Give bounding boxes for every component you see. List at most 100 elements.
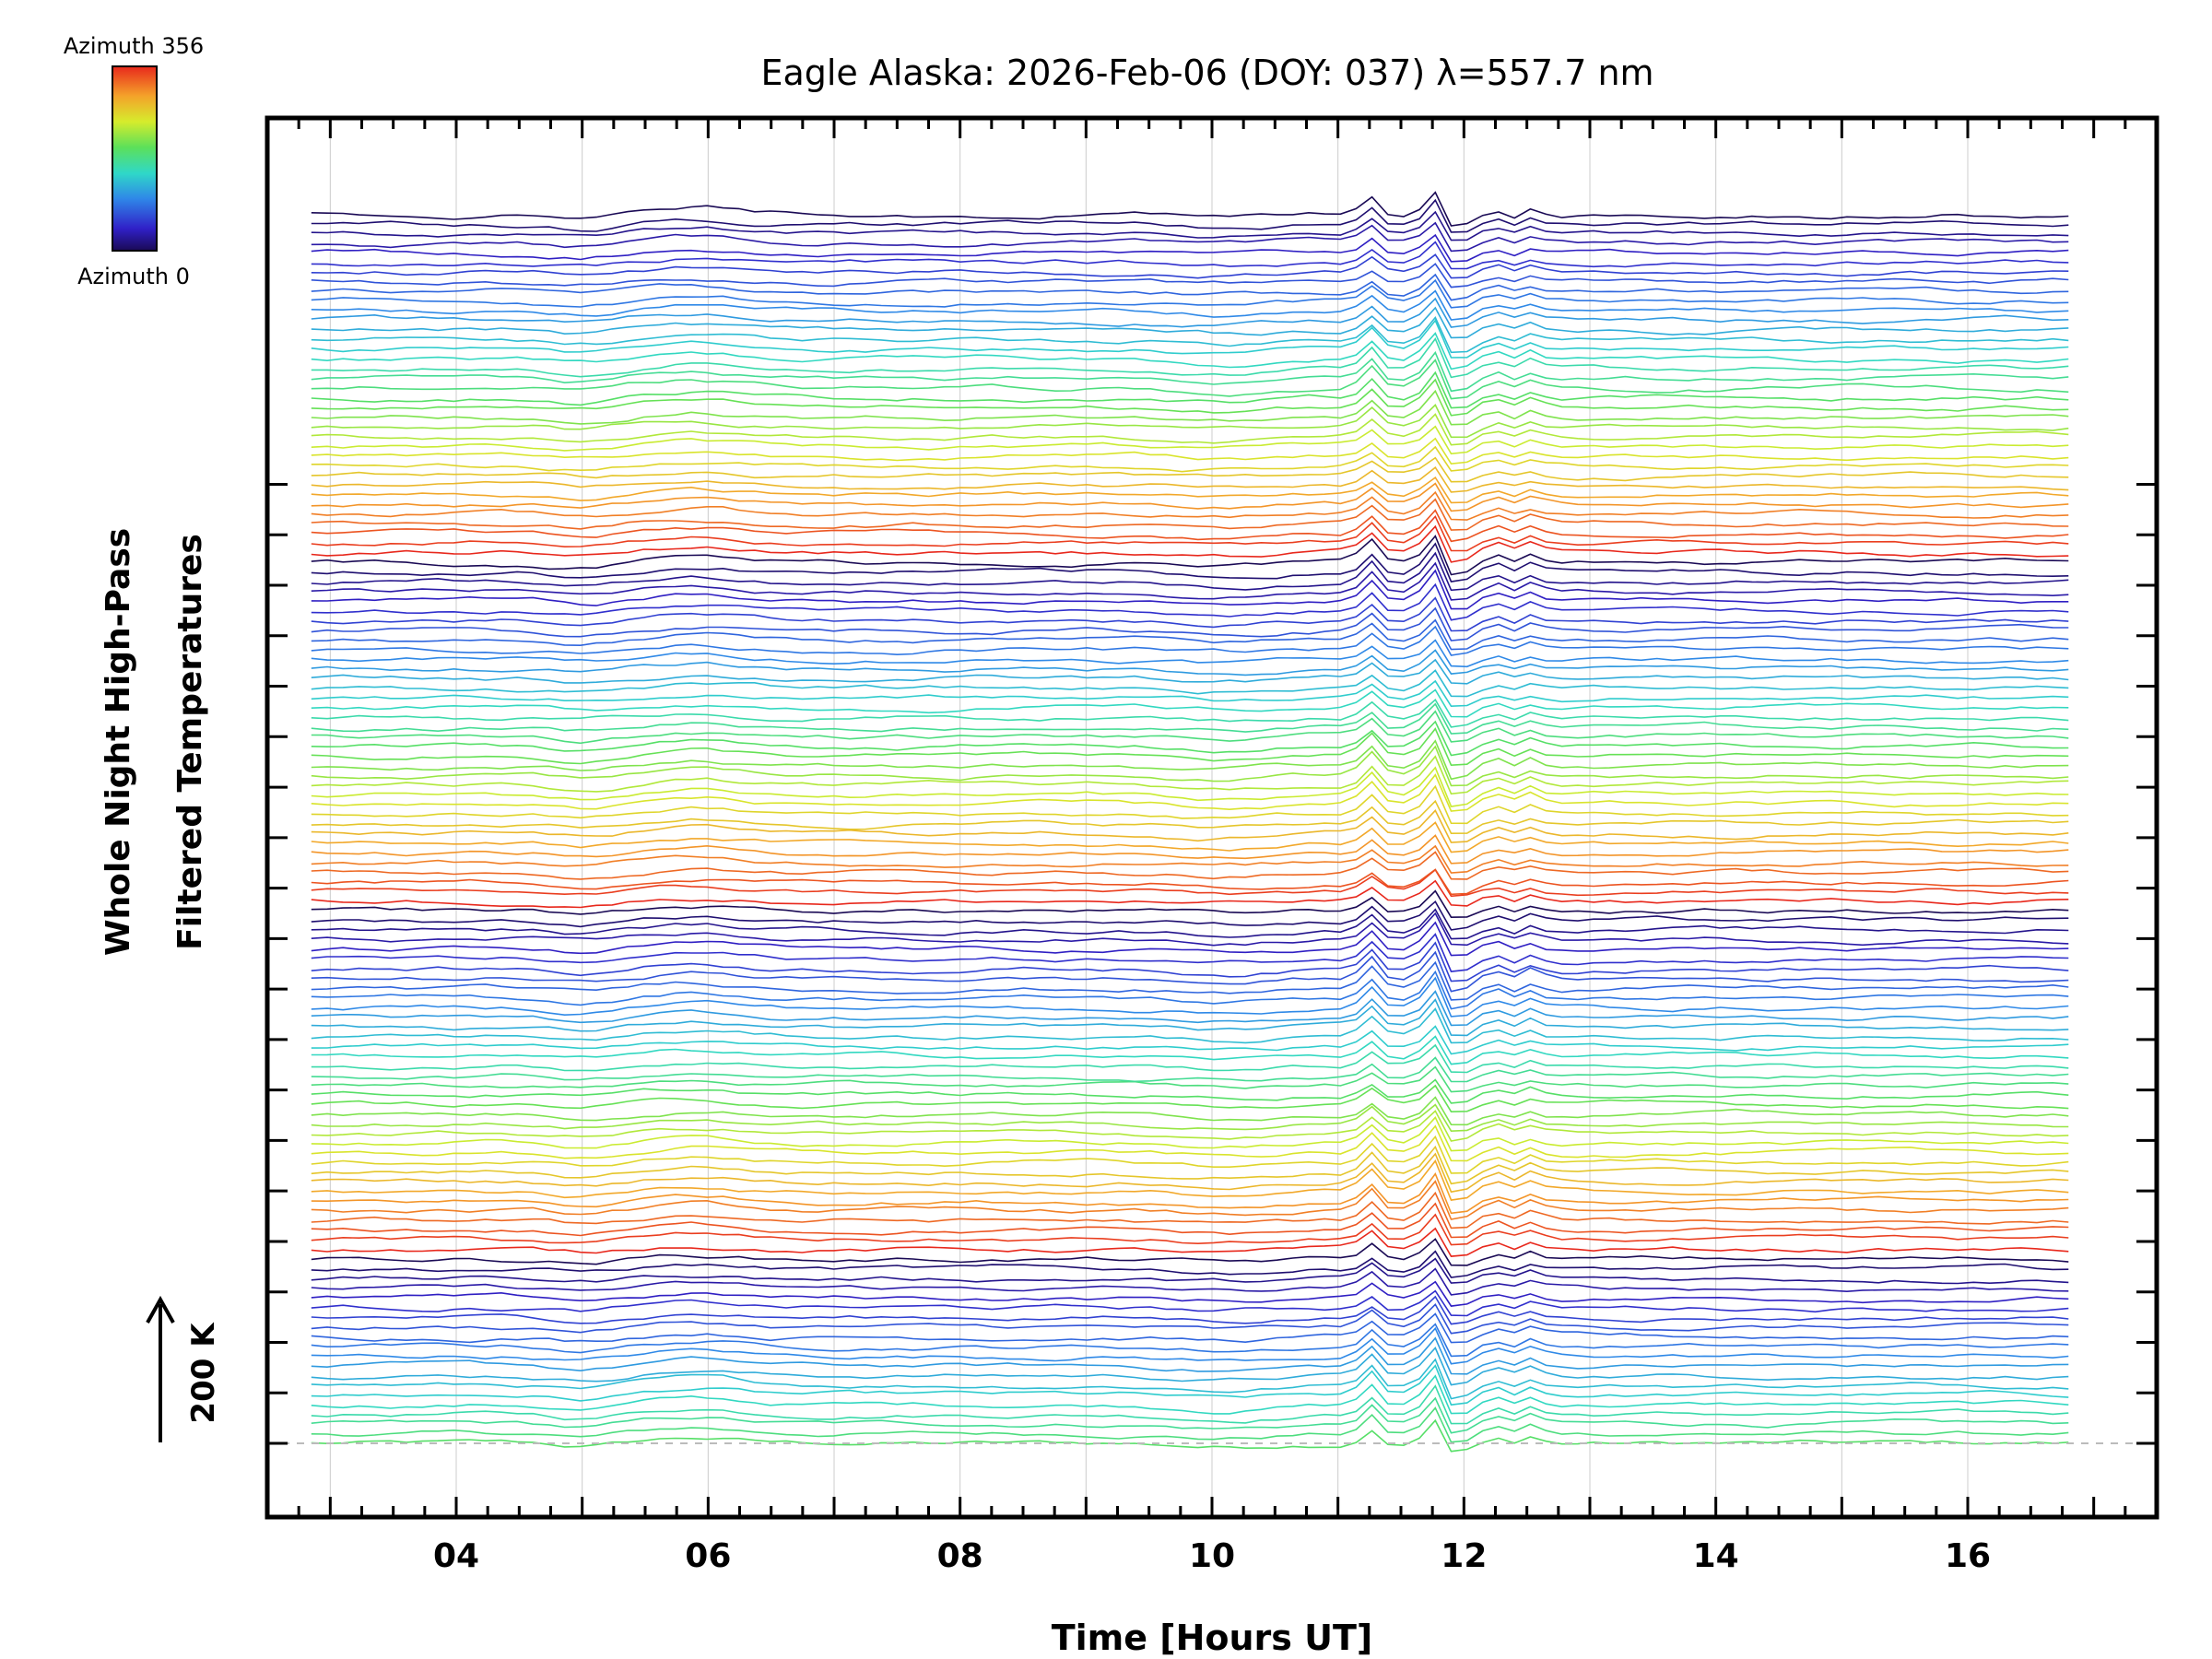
- series-line: [311, 933, 2069, 972]
- series-line: [311, 233, 2069, 263]
- series-line: [311, 1250, 2069, 1278]
- x-tick-labels: 04 06 08 10 12 14 16: [433, 1537, 1991, 1575]
- series-line: [311, 490, 2069, 521]
- series-line: [311, 1238, 2069, 1266]
- series-line: [311, 679, 2069, 708]
- series-line: [311, 1202, 2069, 1239]
- series-line: [311, 514, 2069, 552]
- series-line: [311, 1323, 2069, 1358]
- colorbar-top-label: Azimuth 356: [64, 33, 204, 59]
- colorbar-bottom-label: Azimuth 0: [77, 264, 190, 289]
- series-line: [311, 720, 2069, 757]
- series-line: [311, 551, 2069, 592]
- series-line: [311, 739, 2069, 781]
- series-line: [311, 1267, 2069, 1296]
- series-line: [311, 1035, 2069, 1065]
- x-tick-label: 08: [937, 1537, 983, 1575]
- series-line: [311, 799, 2069, 835]
- series-line: [311, 476, 2069, 504]
- series-line: [311, 851, 2069, 880]
- series-line: [311, 990, 2069, 1027]
- series-line: [311, 198, 2069, 233]
- series-line: [311, 482, 2069, 512]
- series-line: [311, 1171, 2069, 1215]
- series-line: [311, 649, 2069, 677]
- series-line: [311, 210, 2069, 241]
- scale-bar-label: 200 K: [185, 1322, 222, 1424]
- series-line: [311, 1302, 2069, 1335]
- series-line: [311, 332, 2069, 371]
- series-line: [311, 1295, 2069, 1325]
- series-line: [311, 912, 2069, 947]
- series-line: [311, 900, 2069, 931]
- colorbar: [112, 65, 158, 252]
- series-line: [311, 350, 2069, 393]
- series-line: [311, 1056, 2069, 1083]
- series-line: [311, 868, 2069, 896]
- series-line: [311, 658, 2069, 685]
- series-line: [311, 1280, 2069, 1307]
- series-line: [311, 498, 2069, 531]
- axis-ticks: [267, 118, 2157, 1517]
- series-line: [311, 359, 2069, 400]
- series-line: [311, 306, 2069, 339]
- series-line: [311, 371, 2069, 409]
- series-line: [311, 1159, 2069, 1201]
- series-line: [311, 1135, 2069, 1174]
- series-line: [311, 844, 2069, 874]
- series-line: [311, 1152, 2069, 1194]
- series-line: [311, 669, 2069, 698]
- series-line: [311, 950, 2069, 993]
- series-line: [311, 639, 2069, 668]
- series-line: [311, 1227, 2069, 1257]
- series-line: [311, 960, 2069, 1001]
- series-line: [311, 425, 2069, 455]
- x-tick-label: 10: [1189, 1537, 1235, 1575]
- series-line: [311, 297, 2069, 328]
- series-line: [311, 509, 2069, 543]
- series-line: [311, 1374, 2069, 1415]
- series-line: [311, 941, 2069, 982]
- series-line: [311, 1396, 2069, 1434]
- series-line: [311, 1065, 2069, 1093]
- series-line: [311, 998, 2069, 1037]
- series-line: [311, 1096, 2069, 1126]
- series-line: [311, 445, 2069, 473]
- series-line: [311, 745, 2069, 787]
- series-line: [311, 535, 2069, 576]
- series-line: [311, 561, 2069, 601]
- series-line: [311, 1043, 2069, 1074]
- series-line: [311, 413, 2069, 446]
- series-line: [311, 908, 2069, 940]
- y-axis-label-line2: Filtered Temperatures: [171, 534, 209, 950]
- series-line: [311, 1180, 2069, 1220]
- series-line: [311, 569, 2069, 610]
- series-line: [311, 1312, 2069, 1344]
- series-line: [311, 1124, 2069, 1162]
- series-line: [311, 784, 2069, 825]
- series-line: [311, 466, 2069, 493]
- series-line: [311, 1213, 2069, 1246]
- series-line: [311, 1289, 2069, 1317]
- series-line: [311, 1103, 2069, 1133]
- series-line: [311, 834, 2069, 865]
- series-line: [311, 625, 2069, 656]
- series-line: [311, 976, 2069, 1018]
- series-line: [311, 773, 2069, 812]
- series-line: [311, 437, 2069, 465]
- series-line: [311, 970, 2069, 1010]
- series-line: [311, 1358, 2069, 1400]
- series-line: [311, 1406, 2069, 1443]
- series-line: [311, 263, 2069, 288]
- series-line: [311, 221, 2069, 253]
- series-line: [311, 319, 2069, 359]
- series-line: [311, 336, 2069, 379]
- series-line: [311, 727, 2069, 767]
- series-line: [311, 1326, 2069, 1365]
- series-line: [311, 921, 2069, 957]
- series-line: [311, 868, 2069, 898]
- y-axis-label-line1: Whole Night High-Pass: [100, 528, 137, 956]
- series-line: [311, 766, 2069, 807]
- series-line: [311, 1025, 2069, 1055]
